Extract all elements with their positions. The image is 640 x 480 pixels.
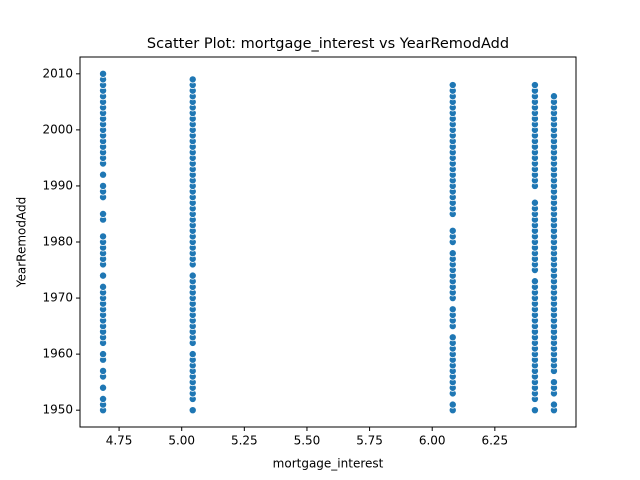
point: [530, 406, 539, 415]
y-tick-label: 2000: [42, 122, 73, 136]
x-tick-label: 6.00: [419, 434, 446, 448]
point: [99, 366, 108, 375]
point: [99, 282, 108, 291]
y-tick-label: 1950: [42, 403, 73, 417]
y-axis-label: YearRemodAdd: [15, 197, 29, 288]
plot-frame: [79, 56, 577, 428]
point: [99, 350, 108, 359]
x-tick-label: 5.25: [231, 434, 258, 448]
chart-title: Scatter Plot: mortgage_interest vs YearR…: [147, 36, 509, 52]
point: [448, 400, 457, 409]
point: [448, 333, 457, 342]
point: [99, 271, 108, 280]
y-tick-label: 2010: [42, 66, 73, 80]
point: [549, 92, 558, 101]
point: [188, 350, 197, 359]
y-tick-label: 1970: [42, 291, 73, 305]
x-tick-label: 4.75: [106, 434, 133, 448]
point: [448, 226, 457, 235]
point: [549, 378, 558, 387]
x-tick-label: 5.00: [168, 434, 195, 448]
point: [530, 198, 539, 207]
point: [99, 181, 108, 190]
point: [448, 305, 457, 314]
x-tick-label: 6.25: [481, 434, 508, 448]
point: [448, 81, 457, 90]
x-axis-label: mortgage_interest: [273, 457, 384, 471]
x-tick-label: 5.75: [356, 434, 383, 448]
point: [99, 383, 108, 392]
y-tick-label: 1960: [42, 347, 73, 361]
point: [549, 400, 558, 409]
point: [99, 69, 108, 78]
x-tick-label: 5.50: [294, 434, 321, 448]
point: [99, 394, 108, 403]
point: [448, 249, 457, 258]
point: [188, 271, 197, 280]
y-tick-label: 1990: [42, 178, 73, 192]
point: [188, 406, 197, 415]
point: [188, 75, 197, 84]
point: [530, 277, 539, 286]
y-tick-label: 1980: [42, 235, 73, 249]
point: [530, 81, 539, 90]
point: [99, 170, 108, 179]
point: [99, 209, 108, 218]
point: [99, 232, 108, 241]
